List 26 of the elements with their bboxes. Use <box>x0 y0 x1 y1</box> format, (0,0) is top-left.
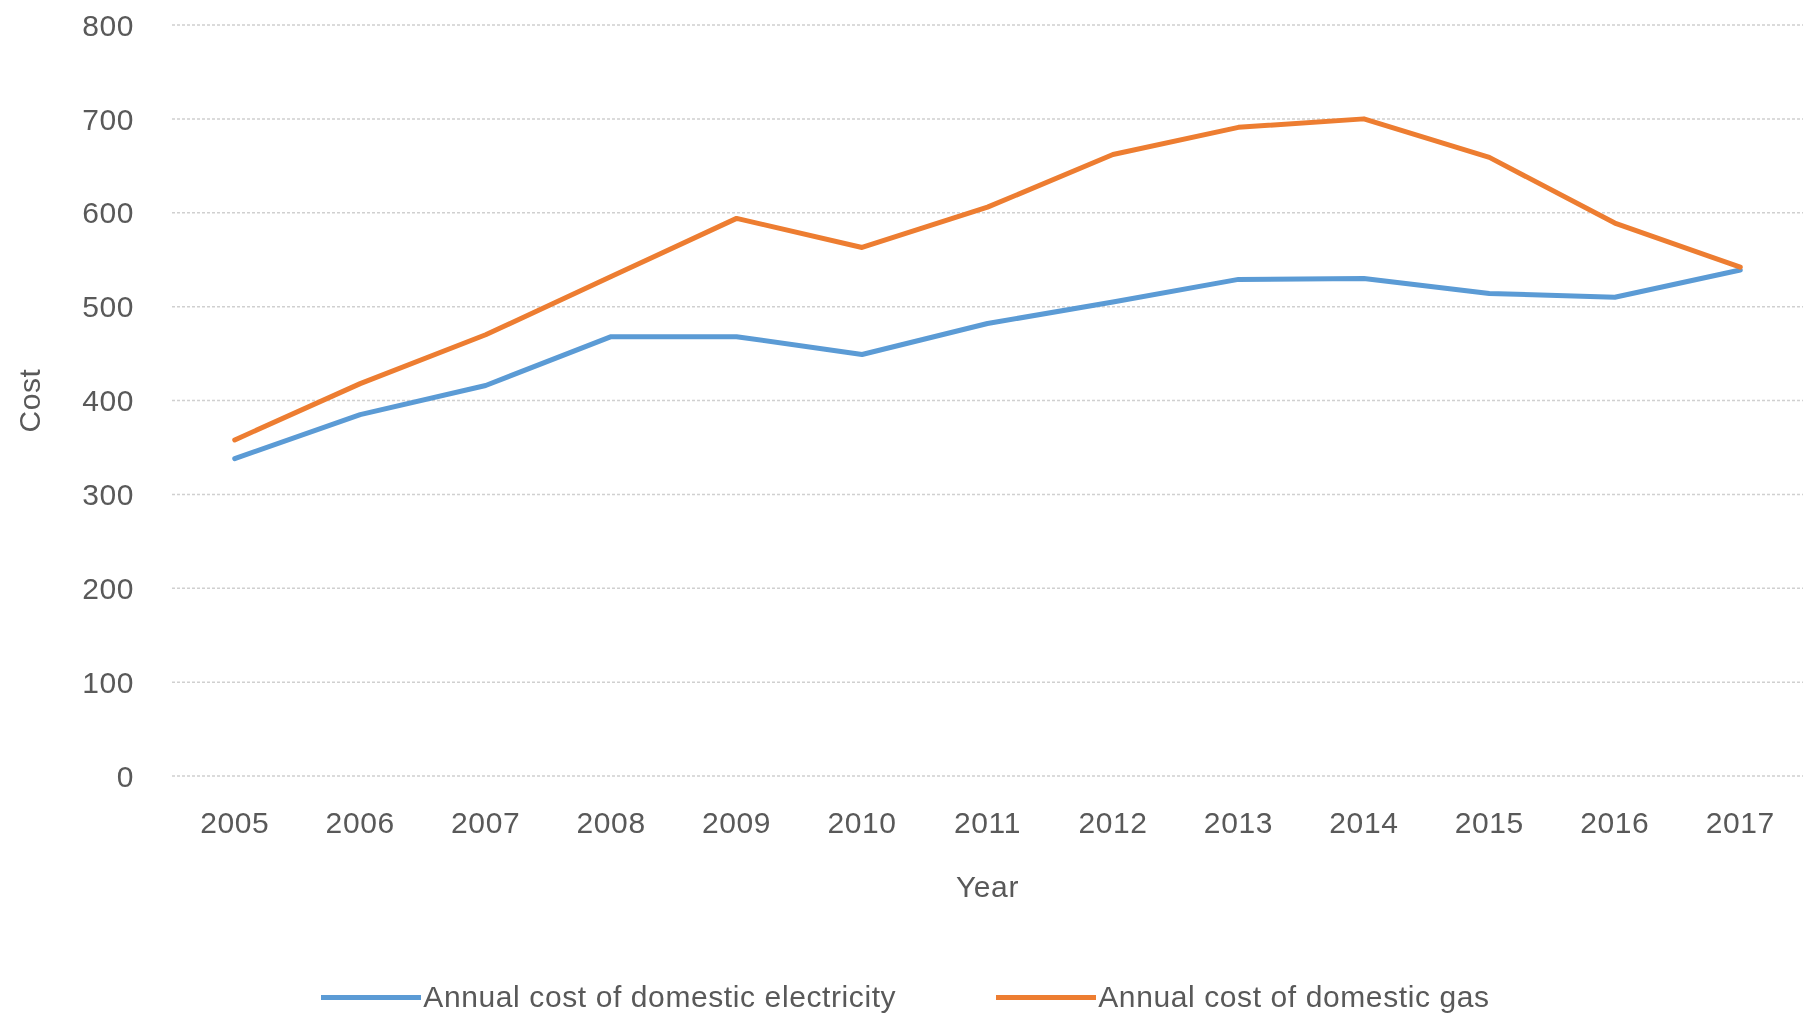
x-tick-label: 2013 <box>1203 806 1273 840</box>
y-tick-label: 200 <box>82 571 134 605</box>
x-tick-label: 2017 <box>1705 806 1775 840</box>
y-tick-label: 0 <box>116 759 134 793</box>
x-axis-title: Year <box>955 870 1020 904</box>
y-tick-label: 700 <box>82 102 134 136</box>
y-tick-label: 100 <box>82 665 134 699</box>
legend-label: Annual cost of domestic gas <box>1098 980 1490 1014</box>
y-tick-label: 400 <box>82 384 134 418</box>
x-tick-label: 2007 <box>451 806 521 840</box>
legend-label: Annual cost of domestic electricity <box>423 980 897 1014</box>
y-tick-label: 600 <box>82 196 134 230</box>
y-axis-title: Cost <box>12 368 46 433</box>
x-tick-label: 2008 <box>576 806 646 840</box>
y-tick-label: 300 <box>82 478 134 512</box>
x-tick-label: 2010 <box>827 806 897 840</box>
y-tick-label: 500 <box>82 290 134 324</box>
x-tick-label: 2016 <box>1580 806 1650 840</box>
x-tick-label: 2015 <box>1454 806 1524 840</box>
x-tick-label: 2006 <box>325 806 395 840</box>
x-tick-label: 2009 <box>702 806 772 840</box>
x-tick-label: 2012 <box>1078 806 1148 840</box>
x-tick-label: 2011 <box>954 806 1021 840</box>
x-tick-label: 2005 <box>200 806 270 840</box>
x-tick-label: 2014 <box>1329 806 1399 840</box>
y-tick-label: 800 <box>82 8 134 42</box>
